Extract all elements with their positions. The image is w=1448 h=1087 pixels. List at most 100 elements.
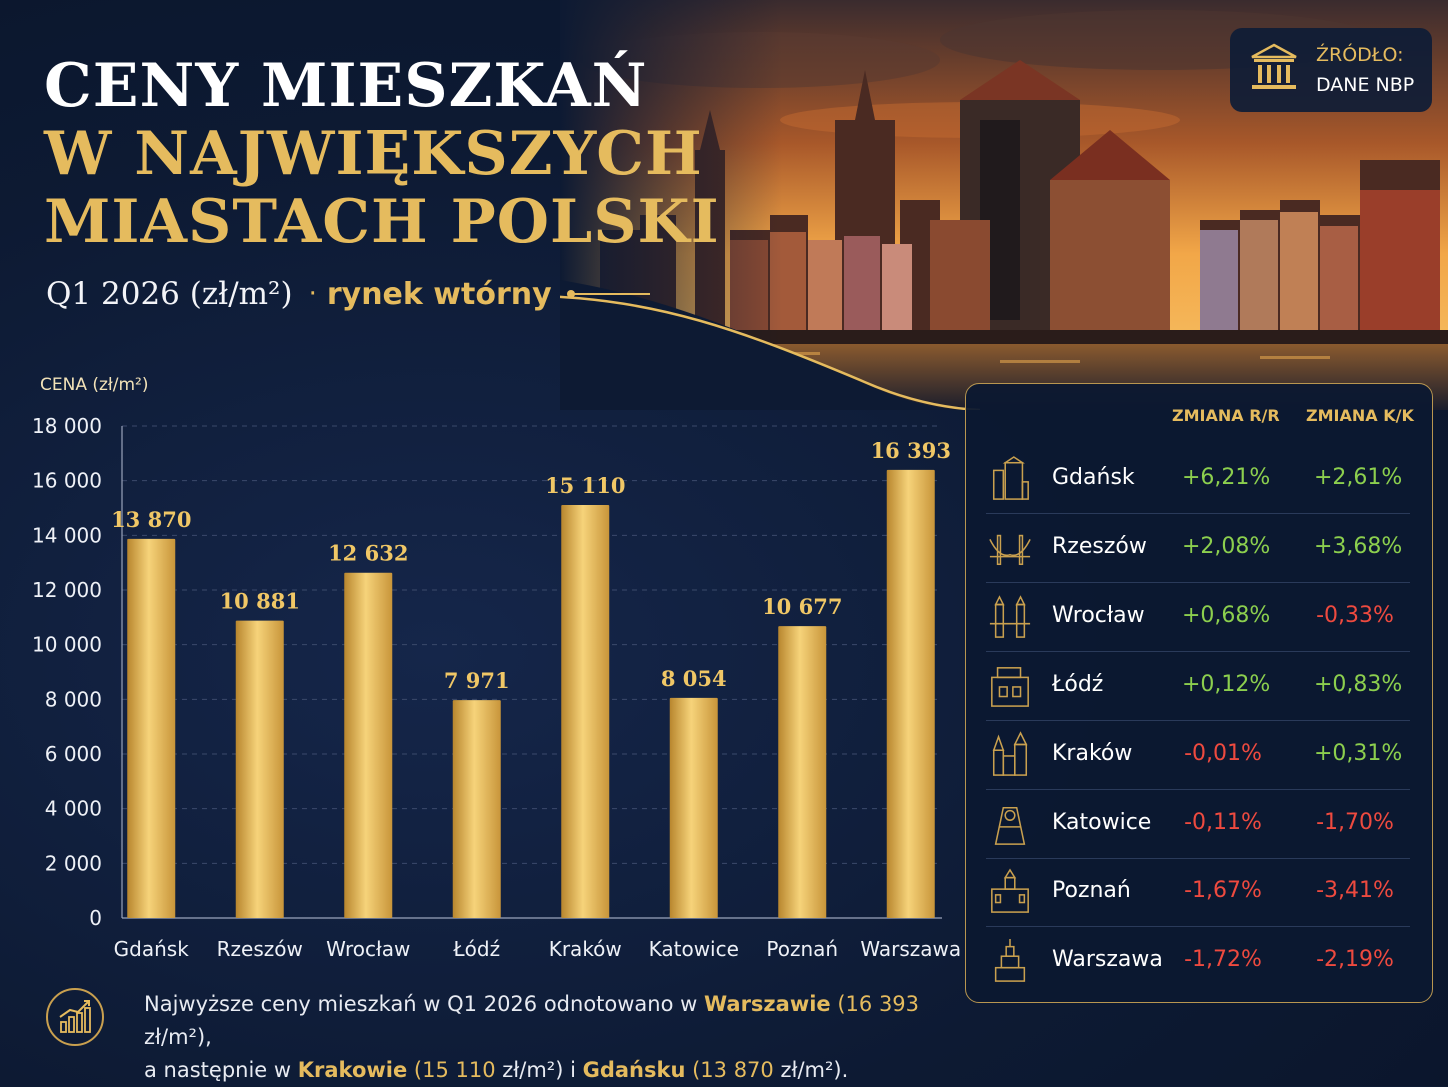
title-line-1: CENY MIESZKAŃ xyxy=(44,51,648,121)
value-label: 16 393 xyxy=(871,438,951,463)
y-tick-label: 4 000 xyxy=(45,797,102,821)
x-tick-label: Katowice xyxy=(649,937,739,961)
value-label: 12 632 xyxy=(328,541,408,566)
y-tick-label: 12 000 xyxy=(32,578,102,602)
change-qoq: -3,41% xyxy=(1316,878,1394,904)
city-name: Rzeszów xyxy=(1052,533,1147,559)
x-tick-label: Warszawa xyxy=(860,937,960,961)
table-row: Warszawa -1,72% -2,19% xyxy=(986,927,1410,995)
church-icon xyxy=(988,730,1032,779)
y-tick-label: 2 000 xyxy=(45,851,102,875)
summary-part: zł/m²), xyxy=(144,1025,212,1049)
change-qoq: -1,70% xyxy=(1316,809,1394,835)
change-yoy: +6,21% xyxy=(1182,465,1271,490)
change-yoy: -0,01% xyxy=(1184,740,1262,766)
rising-chart-icon xyxy=(46,988,104,1046)
change-qoq: -2,19% xyxy=(1316,947,1394,973)
summary-value-krakow: (15 110 xyxy=(413,1058,496,1082)
price-bar-chart: CENA (zł/m²) 0 2 000 4 000 6 000 8 000 10 000… xyxy=(32,375,960,961)
value-label: 15 110 xyxy=(545,473,625,498)
subtitle-market: rynek wtórny xyxy=(326,276,552,312)
bar-Wrocław xyxy=(344,572,393,918)
change-yoy: -0,11% xyxy=(1184,809,1262,835)
city-name: Poznań xyxy=(1052,878,1131,904)
y-tick-label: 10 000 xyxy=(32,633,102,657)
value-label: 10 881 xyxy=(220,589,300,614)
change-qoq: +3,68% xyxy=(1314,533,1403,559)
summary-city-gdansk: Gdańsku xyxy=(582,1058,686,1082)
table-row: Poznań -1,67% -3,41% xyxy=(986,858,1410,928)
city-name: Warszawa xyxy=(1052,947,1163,973)
summary-value-gdansk: (13 870 xyxy=(692,1058,774,1082)
value-label: 10 677 xyxy=(762,594,842,619)
town-hall-icon xyxy=(988,868,1032,916)
x-tick-label: Poznań xyxy=(766,937,838,961)
y-tick-label: 6 000 xyxy=(45,742,102,766)
table-row: Katowice -0,11% -1,70% xyxy=(986,790,1410,859)
bar-Kraków xyxy=(561,504,610,918)
x-tick-label: Gdańsk xyxy=(114,937,190,961)
title-line-2: W NAJWIĘKSZYCH xyxy=(44,119,703,189)
header-yoy: ZMIANA R/R xyxy=(1172,406,1280,425)
summary-city-warszawa: Warszawie xyxy=(703,992,831,1016)
y-tick-label: 14 000 xyxy=(32,523,102,547)
subtitle: Q1 2026 (zł/m²) · rynek wtórny xyxy=(46,276,650,312)
city-name: Katowice xyxy=(1052,809,1152,835)
table-row: Kraków -0,01% +0,31% xyxy=(986,721,1410,790)
city-name: Kraków xyxy=(1052,740,1133,766)
bridge-tower-icon xyxy=(988,593,1032,641)
summary-part: zł/m²) i xyxy=(495,1058,583,1082)
bar-Poznań xyxy=(778,626,827,918)
change-yoy: +2,08% xyxy=(1182,533,1271,559)
source-value: DANE NBP xyxy=(1316,74,1415,96)
source-badge: ŹRÓDŁO: DANE NBP xyxy=(1230,28,1432,112)
value-label: 7 971 xyxy=(444,668,510,693)
summary-part: a następnie w xyxy=(144,1058,298,1082)
subtitle-period: Q1 2026 (zł/m²) xyxy=(46,276,293,312)
bar-Rzeszów xyxy=(235,620,284,918)
x-tick-label: Rzeszów xyxy=(217,937,303,961)
table-row: Gdańsk +6,21% +2,61% xyxy=(986,445,1410,514)
x-tick-label: Łódź xyxy=(452,937,500,961)
y-tick-label: 16 000 xyxy=(32,469,102,493)
crane-gate-icon xyxy=(988,455,1032,503)
bar-Łódź xyxy=(452,700,501,918)
table-row: Łódź +0,12% +0,83% xyxy=(986,652,1410,721)
bar-Warszawa xyxy=(886,469,935,918)
table-row: Rzeszów +2,08% +3,68% xyxy=(986,514,1410,583)
change-qoq: +0,83% xyxy=(1314,671,1403,697)
bridge-icon xyxy=(988,524,1032,572)
page-title: CENY MIESZKAŃ W NAJWIĘKSZYCH MIASTACH PO… xyxy=(44,52,720,256)
bank-icon xyxy=(1248,41,1300,99)
city-name: Wrocław xyxy=(1052,602,1145,628)
value-label: 13 870 xyxy=(111,507,191,532)
y-tick-label: 18 000 xyxy=(32,414,102,438)
subtitle-separator: · xyxy=(308,279,317,309)
summary-part: zł/m²). xyxy=(773,1058,849,1082)
table-row: Wrocław +0,68% -0,33% xyxy=(986,583,1410,652)
y-tick-label: 0 xyxy=(89,906,102,930)
summary-value-warszawa: (16 393 xyxy=(837,992,920,1016)
y-axis-label: CENA (zł/m²) xyxy=(40,375,148,395)
change-qoq: -0,33% xyxy=(1316,602,1394,628)
price-change-table: ZMIANA R/R ZMIANA K/K Gdańsk +6,21% +2,61%… xyxy=(965,383,1433,1003)
source-label: ŹRÓDŁO: xyxy=(1316,44,1404,66)
header-qoq: ZMIANA K/K xyxy=(1306,406,1414,425)
change-yoy: -1,67% xyxy=(1184,878,1262,904)
summary-city-krakow: Krakowie xyxy=(297,1058,408,1082)
city-name: Gdańsk xyxy=(1052,465,1135,490)
change-qoq: +0,31% xyxy=(1314,740,1403,766)
title-line-3: MIASTACH POLSKI xyxy=(44,187,720,257)
change-yoy: -1,72% xyxy=(1184,947,1262,973)
change-qoq: +2,61% xyxy=(1314,465,1403,490)
factory-icon xyxy=(988,662,1032,710)
change-yoy: +0,68% xyxy=(1182,602,1271,628)
y-tick-label: 8 000 xyxy=(45,687,102,711)
x-tick-label: Wrocław xyxy=(326,937,410,961)
subtitle-decoration-line xyxy=(566,290,650,298)
value-label: 8 054 xyxy=(661,666,727,691)
bar-Katowice xyxy=(669,697,718,918)
x-tick-label: Kraków xyxy=(549,937,622,961)
mine-shaft-icon xyxy=(988,800,1032,848)
summary-text: Najwyższe ceny mieszkań w Q1 2026 odnoto… xyxy=(144,988,934,1087)
